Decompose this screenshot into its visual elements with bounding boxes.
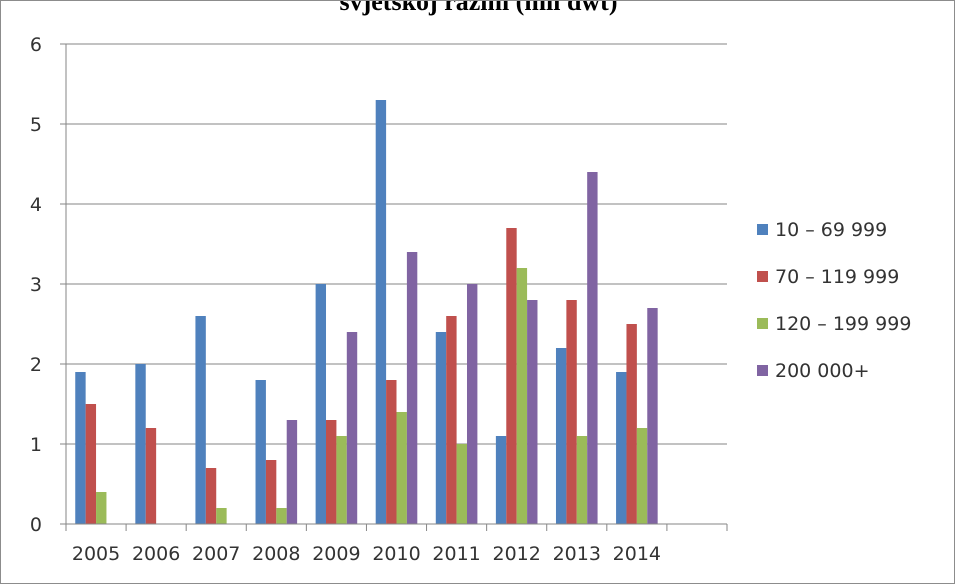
bar xyxy=(626,324,637,524)
bar xyxy=(587,172,598,524)
bar xyxy=(336,436,347,524)
legend-label: 200 000+ xyxy=(775,360,870,382)
bars xyxy=(75,100,658,524)
y-tick-label: 5 xyxy=(30,114,42,136)
x-category-label: 2013 xyxy=(553,543,601,565)
y-tick-label: 3 xyxy=(30,274,42,296)
bar xyxy=(446,316,457,524)
x-category-labels: 2005 2006 2007 2008 2009 2010 2011 2012 2013 2014 xyxy=(72,543,661,565)
y-tick-labels: 0 1 2 3 4 5 6 xyxy=(30,34,42,536)
bar xyxy=(195,316,206,524)
bar xyxy=(326,420,337,524)
bar xyxy=(265,460,277,524)
y-tick-label: 2 xyxy=(30,354,42,376)
axes xyxy=(60,43,728,531)
y-tick-label: 1 xyxy=(30,434,42,456)
y-tick-label: 6 xyxy=(30,34,42,56)
bar xyxy=(375,100,387,524)
bar xyxy=(96,492,107,524)
bar xyxy=(216,508,227,524)
x-category-label: 2014 xyxy=(613,543,661,565)
bar xyxy=(205,468,217,524)
bar xyxy=(636,428,648,524)
bar xyxy=(85,404,97,524)
bar xyxy=(396,412,407,524)
bar xyxy=(75,372,86,524)
y-tick-label: 4 xyxy=(30,194,42,216)
bar xyxy=(566,300,577,524)
bar xyxy=(255,380,266,524)
bar xyxy=(516,268,528,524)
legend: 10 – 69 999 70 – 119 999 120 – 199 999 200 … xyxy=(757,219,911,382)
bar xyxy=(555,348,567,524)
x-category-label: 2012 xyxy=(493,543,541,565)
legend-swatch xyxy=(757,224,768,235)
x-category-label: 2009 xyxy=(312,543,360,565)
bar xyxy=(435,332,447,524)
x-category-label: 2007 xyxy=(192,543,240,565)
x-category-label: 2011 xyxy=(432,543,480,565)
bar xyxy=(145,428,157,524)
bar xyxy=(386,380,397,524)
legend-swatch xyxy=(757,271,768,282)
bar xyxy=(286,420,298,524)
bar xyxy=(527,300,538,524)
bar xyxy=(315,284,327,524)
bar xyxy=(576,436,588,524)
bar xyxy=(506,228,517,524)
x-category-label: 2005 xyxy=(72,543,120,565)
legend-label: 120 – 199 999 xyxy=(775,313,911,335)
chart-title: svjetskoj razini (mil dwt) xyxy=(339,0,618,16)
x-category-label: 2010 xyxy=(372,543,420,565)
bar xyxy=(406,252,418,524)
legend-swatch xyxy=(757,318,768,329)
bar xyxy=(495,436,507,524)
y-tick-label: 0 xyxy=(30,514,42,536)
legend-swatch xyxy=(757,365,768,376)
legend-label: 70 – 119 999 xyxy=(775,266,899,288)
bar xyxy=(276,508,287,524)
bar xyxy=(616,372,627,524)
bar xyxy=(647,308,658,524)
legend-label: 10 – 69 999 xyxy=(775,219,887,241)
x-category-label: 2006 xyxy=(132,543,180,565)
bar xyxy=(346,332,358,524)
x-category-label: 2008 xyxy=(252,543,300,565)
bar xyxy=(135,364,146,524)
bar xyxy=(456,444,467,524)
bar xyxy=(466,284,478,524)
